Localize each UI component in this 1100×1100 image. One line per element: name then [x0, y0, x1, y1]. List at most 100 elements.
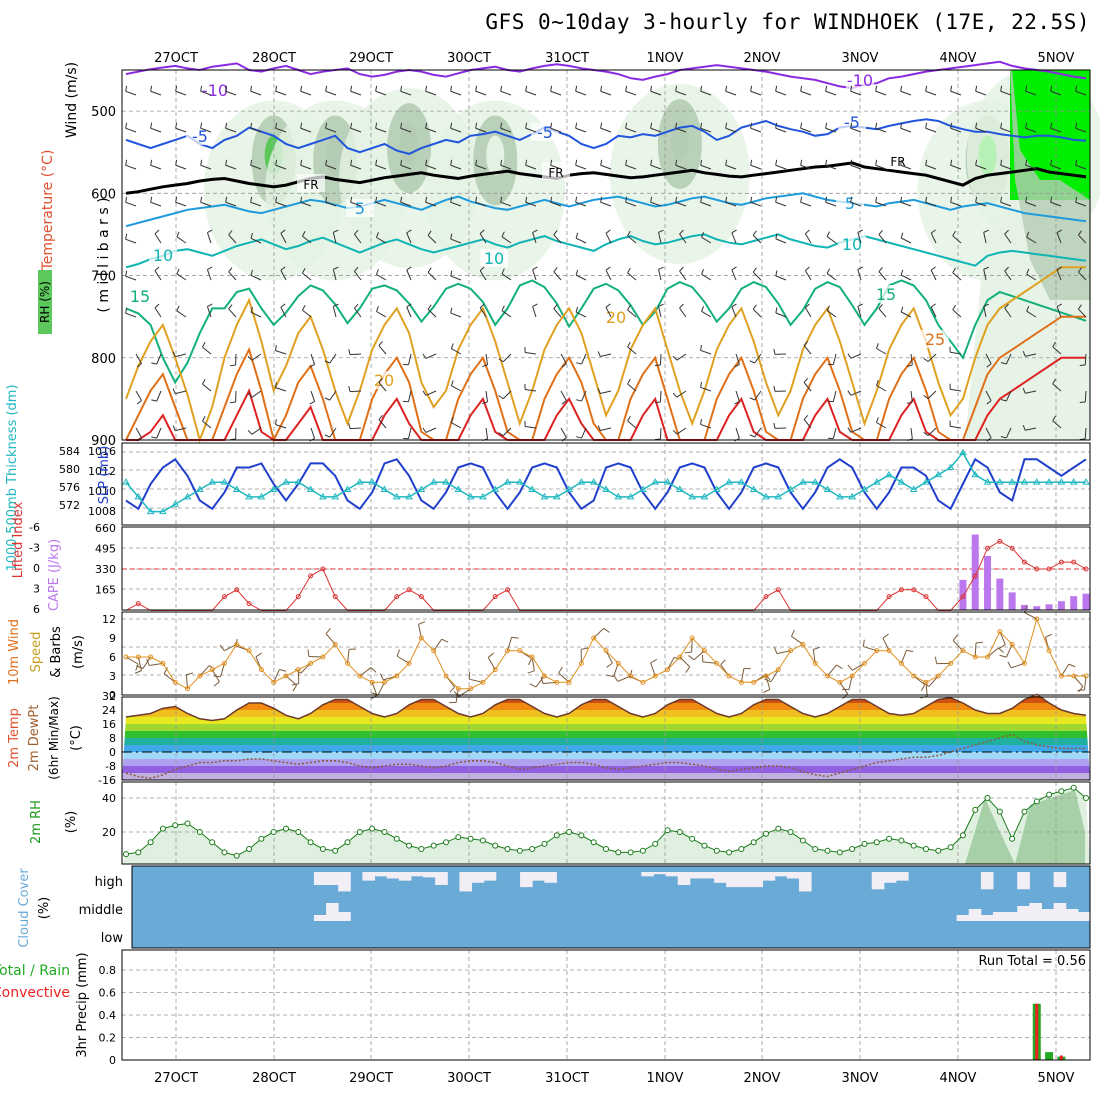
- upper-wind-barb-359: [324, 427, 337, 438]
- rh2m-marker-28: [467, 835, 474, 842]
- rh2m-marker-62: [886, 835, 893, 842]
- wind-marker-64: [911, 673, 917, 679]
- slp-marker-29: [479, 492, 487, 500]
- slp-marker-40: [614, 492, 623, 500]
- upper-wind-barb-13: [450, 85, 462, 96]
- upper-wind-barb-264: [878, 304, 887, 318]
- upper-wind-barb-340: [827, 390, 837, 403]
- slp-marker-47: [700, 492, 709, 500]
- surface-wind-barb-60: [847, 662, 865, 671]
- upper-wind-barb-187: [900, 232, 912, 244]
- upper-wind-barb-379: [827, 427, 837, 440]
- upper-wind-barb-160: [228, 230, 237, 244]
- wind-marker-74: [1034, 616, 1040, 622]
- upper-wind-barb-127: [375, 196, 387, 207]
- upper-wind-barb-291: [576, 353, 587, 365]
- run-total-label: Run Total = 0.56: [978, 954, 1086, 969]
- upper-wind-barb-235: [154, 303, 162, 318]
- upper-wind-barb-242: [332, 303, 339, 318]
- surface-wind-barb-30: [487, 652, 496, 670]
- wind-marker-40: [615, 660, 621, 666]
- upper-wind-barb-181: [752, 230, 762, 244]
- surface-wind-barb-69: [974, 641, 983, 658]
- cloud-mid-gap-73: [1017, 906, 1030, 921]
- upper-wind-barb-75: [1025, 122, 1037, 133]
- slp-marker-1: [134, 492, 143, 500]
- slp-marker-17: [331, 492, 340, 500]
- wind-marker-51: [751, 679, 757, 685]
- surface-wind-barb-13: [285, 675, 297, 692]
- upper-wind-barb-97: [600, 159, 612, 170]
- cloud-high-gap-73: [1017, 872, 1030, 890]
- isotherm-label-1: -10: [847, 71, 873, 90]
- rh-bright-east: [1012, 70, 1090, 200]
- cloud-high-gap-20: [374, 872, 388, 877]
- upper-wind-barb-109: [900, 159, 912, 170]
- slp-marker-20: [368, 478, 377, 485]
- upper-wind-barb-125: [325, 196, 337, 207]
- li-marker-9: [234, 587, 240, 593]
- upper-wind-barb-178: [679, 229, 687, 244]
- slp-marker-26: [442, 478, 450, 485]
- cloud-high-gap-15: [313, 872, 327, 885]
- upper-wind-barb-236: [176, 305, 187, 318]
- upper-wind-barb-191: [1004, 229, 1012, 244]
- upper-wind-barb-14: [475, 85, 487, 96]
- upper-wind-barb-388: [1052, 415, 1062, 429]
- slp-marker-60: [860, 485, 869, 493]
- upper-wind-barb-57: [575, 122, 587, 133]
- upper-wind-barb-19: [600, 85, 612, 96]
- upper-wind-barb-59: [625, 122, 637, 133]
- slp-marker-59: [848, 492, 857, 500]
- isotherm-label-4: -5: [844, 113, 860, 132]
- upper-wind-barb-55: [525, 122, 537, 133]
- slp-marker-43: [651, 478, 660, 485]
- upper-wind-barb-289: [524, 346, 537, 355]
- upper-wind-barb-171: [501, 231, 512, 244]
- upper-wind-barb-124: [300, 196, 312, 207]
- li-marker-14: [295, 594, 301, 600]
- upper-wind-barb-330: [576, 390, 587, 402]
- upper-wind-barb-103: [750, 159, 762, 170]
- cape-ylabel: CAPE (J/kg): [47, 539, 62, 611]
- wind-marker-36: [566, 679, 572, 685]
- upper-wind-barb-306: [949, 346, 962, 355]
- isotherm-label-bg-2: [186, 127, 214, 145]
- cloud-mid-gap-72: [1005, 912, 1018, 921]
- upper-wind-barb-115: [1050, 159, 1062, 170]
- temp-ytick-6: -16: [98, 774, 116, 787]
- upper-wind-barb-389: [1079, 427, 1087, 441]
- temp-ytick-3: 8: [109, 732, 116, 745]
- upper-wind-barb-89: [400, 159, 412, 170]
- slp-marker-9: [232, 485, 241, 493]
- upper-wind-barb-272: [1077, 304, 1087, 318]
- rh2m-marker-73: [1021, 808, 1028, 815]
- upper-wind-barb-360: [348, 423, 362, 430]
- cloud-high-gap-51: [750, 872, 764, 888]
- precip-conv-bar-74: [1035, 1003, 1039, 1060]
- bottom-date-label-2: 29OCT: [349, 1071, 393, 1086]
- upper-wind-barb-10: [375, 85, 387, 96]
- isotherm-label-11: 10: [484, 249, 504, 268]
- slp-marker-76: [1057, 478, 1066, 485]
- slp-marker-6: [195, 485, 204, 493]
- surface-wind-barb-56: [812, 646, 821, 664]
- upper-wind-barb-310: [1052, 341, 1062, 355]
- wind-marker-2: [148, 654, 154, 660]
- cloud-high-gap-27: [459, 872, 473, 892]
- top-date-label-9: 5NOV: [1038, 51, 1075, 66]
- precip-ylabel-conv: Convective: [0, 985, 70, 1001]
- cloud-high-gap-24: [423, 872, 436, 878]
- rh2m-marker-22: [393, 835, 400, 842]
- isotherm-label-bg-0: [201, 81, 229, 99]
- slp-marker-45: [675, 485, 684, 493]
- rh2m-marker-52: [763, 830, 769, 837]
- cape-frame: [121, 526, 1091, 611]
- cloud-high-gap-55: [798, 872, 812, 892]
- cloud-mid-gap-78: [1077, 912, 1091, 921]
- isotherm-label-bg-15: [370, 371, 398, 389]
- isotherm-minus10: [125, 60, 1087, 90]
- rh2m-marker-68: [959, 832, 966, 839]
- upper-wind-barb-72: [950, 122, 962, 133]
- upper-wind-barb-48: [350, 122, 362, 133]
